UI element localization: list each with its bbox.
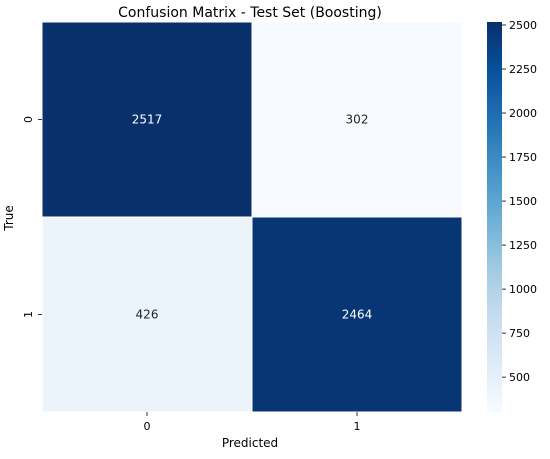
y-axis-label: True [2, 205, 16, 232]
cell-value-label-0-0: 2517 [132, 113, 163, 127]
y-tick-label: 0 [22, 116, 35, 123]
chart-title: Confusion Matrix - Test Set (Boosting) [118, 5, 382, 21]
heatmap-cell-labels: 2517 302 426 2464 [132, 113, 373, 322]
cell-value-label-1-0: 426 [136, 308, 159, 322]
colorbar-tick-label: 500 [509, 371, 530, 384]
cell-value-label-0-1: 302 [346, 113, 369, 127]
colorbar-tick-label: 1250 [509, 239, 537, 252]
colorbar-tick-label: 2500 [509, 19, 537, 32]
x-tick-label: 0 [144, 420, 151, 433]
x-tick-label: 1 [354, 420, 361, 433]
x-axis-label: Predicted [222, 436, 278, 450]
colorbar-tick-label: 750 [509, 327, 530, 340]
heatmap-cell-0-0 [41, 21, 253, 218]
colorbar-tick-label: 1000 [509, 283, 537, 296]
colorbar-tick-label: 1500 [509, 195, 537, 208]
y-axis-ticks: 01 [22, 116, 42, 318]
heatmap-cell-1-1 [251, 216, 463, 413]
heatmap-cells [41, 21, 463, 413]
cell-value-label-1-1: 2464 [342, 308, 373, 322]
colorbar-tick-label: 2250 [509, 63, 537, 76]
colorbar-ticks: 500 750 1000 1250 1500 1750 2000 2250 2500 [502, 19, 537, 384]
colorbar-tick-label: 1750 [509, 151, 537, 164]
heatmap-cell-1-0 [41, 216, 253, 413]
colorbar [487, 22, 502, 412]
colorbar-tick-label: 2000 [509, 107, 537, 120]
heatmap-cell-0-1 [251, 21, 463, 218]
y-tick-label: 1 [22, 311, 35, 318]
